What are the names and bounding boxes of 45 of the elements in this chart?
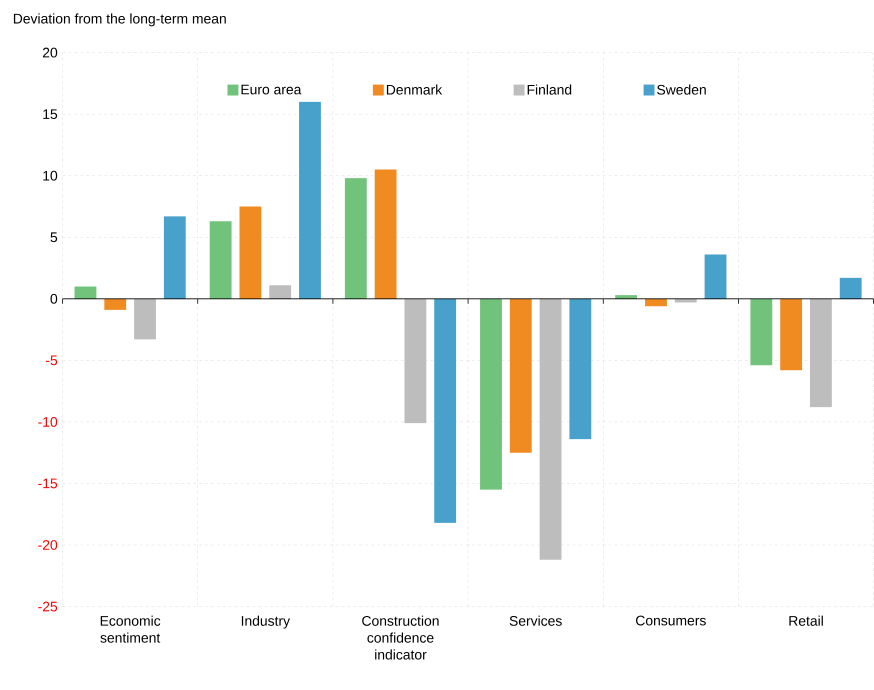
bar bbox=[344, 178, 367, 299]
bar bbox=[750, 298, 772, 366]
bar bbox=[134, 298, 156, 340]
bar bbox=[104, 298, 126, 310]
bar bbox=[164, 216, 186, 299]
y-tick-label: 15 bbox=[43, 109, 58, 120]
bar bbox=[540, 298, 562, 560]
bar bbox=[674, 298, 697, 303]
bar bbox=[840, 278, 862, 299]
y-tick-label: -20 bbox=[38, 540, 58, 550]
bar bbox=[434, 298, 456, 523]
bar bbox=[569, 298, 592, 440]
legend-label: Sweden bbox=[657, 84, 706, 95]
bar bbox=[240, 206, 262, 299]
legend-label: Euro area bbox=[242, 84, 302, 94]
bar bbox=[704, 254, 726, 299]
y-tick-label: -5 bbox=[46, 356, 58, 366]
x-tick-label: Consumers bbox=[636, 616, 706, 626]
bar bbox=[374, 170, 397, 299]
bar bbox=[404, 298, 426, 424]
legend-label: Finland bbox=[528, 84, 572, 95]
bar bbox=[810, 298, 832, 408]
bar bbox=[74, 286, 96, 299]
y-tick-label: 10 bbox=[43, 170, 58, 181]
x-tick-label: Economic sentiment bbox=[100, 616, 160, 643]
bar bbox=[480, 298, 502, 490]
bar bbox=[269, 285, 292, 299]
bar bbox=[299, 102, 321, 299]
bar bbox=[780, 298, 802, 370]
x-tick-label: Services bbox=[510, 616, 562, 626]
y-tick-label: -10 bbox=[38, 417, 58, 427]
y-tick-label: 20 bbox=[42, 48, 58, 58]
y-tick-label: 5 bbox=[50, 232, 58, 242]
bar bbox=[210, 221, 232, 299]
bar bbox=[645, 298, 667, 306]
y-axis-title: Deviation from the long-term mean bbox=[14, 13, 226, 26]
y-tick-label: -15 bbox=[38, 478, 58, 488]
bar bbox=[615, 295, 638, 299]
legend-label: Denmark bbox=[386, 84, 442, 95]
bar bbox=[510, 298, 532, 453]
x-tick-label: Industry bbox=[242, 616, 290, 629]
y-tick-label: -25 bbox=[38, 602, 58, 612]
x-tick-label: Construction confidence indicator bbox=[362, 616, 439, 660]
y-tick-label: 0 bbox=[50, 294, 58, 304]
x-tick-label: Retail bbox=[789, 616, 823, 626]
